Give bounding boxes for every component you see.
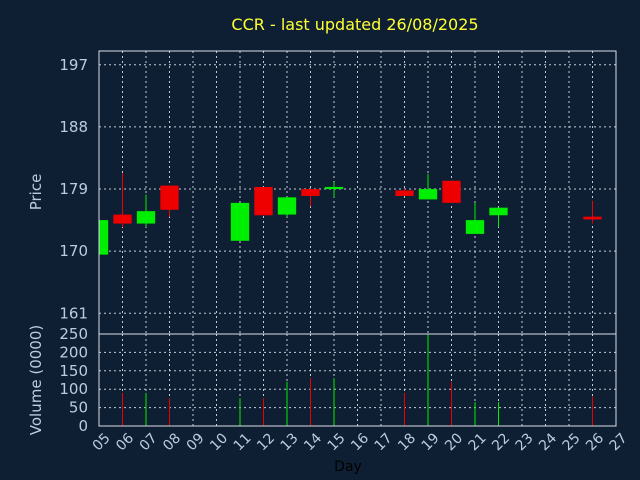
x-tick-label: 22 bbox=[489, 430, 513, 454]
price-axis-label: Price bbox=[27, 174, 45, 211]
chart-title: CCR - last updated 26/08/2025 bbox=[231, 15, 478, 34]
volume-tick-label: 150 bbox=[59, 362, 88, 380]
candle-body bbox=[489, 207, 508, 216]
candle-body bbox=[395, 190, 414, 196]
price-panel: 197 188 179 170 161 Price bbox=[27, 50, 617, 335]
candle-body bbox=[277, 197, 297, 215]
x-tick-label: 23 bbox=[513, 430, 537, 454]
volume-axis-label: Volume (0000) bbox=[27, 325, 45, 435]
candle-body bbox=[465, 220, 485, 234]
x-tick-label: 27 bbox=[607, 430, 631, 454]
volume-tick-label: 0 bbox=[78, 417, 88, 435]
candle-body bbox=[324, 186, 344, 190]
x-tick-label: 14 bbox=[301, 430, 325, 454]
candle-body bbox=[583, 216, 602, 220]
x-tick-label: 20 bbox=[442, 430, 466, 454]
price-tick-label: 197 bbox=[59, 56, 88, 74]
volume-tick-label: 250 bbox=[59, 325, 88, 343]
volume-tick-label: 200 bbox=[59, 343, 88, 361]
x-tick-label: 24 bbox=[536, 430, 560, 454]
volume-tick-label: 100 bbox=[59, 380, 88, 398]
x-tick-label: 13 bbox=[278, 430, 302, 454]
x-tick-label: 09 bbox=[184, 430, 208, 454]
volume-grid bbox=[99, 334, 616, 426]
price-tick-label: 179 bbox=[59, 180, 88, 198]
candle-body bbox=[254, 186, 273, 216]
x-tick-label: 21 bbox=[466, 430, 490, 454]
x-tick-label: 16 bbox=[348, 430, 372, 454]
candle-body bbox=[136, 211, 156, 224]
x-axis-ticks: 05 06 07 08 09 10 11 12 13 14 15 16 17 18 19 20 21 22 23 24… bbox=[90, 430, 631, 454]
candle-body bbox=[113, 214, 132, 224]
x-tick-label: 05 bbox=[90, 430, 114, 454]
price-ticks: 197 188 179 170 161 bbox=[59, 56, 88, 322]
candle-body bbox=[99, 220, 109, 255]
candle-body bbox=[160, 185, 179, 210]
x-axis-label: Day bbox=[334, 459, 362, 475]
price-tick-label: 161 bbox=[59, 304, 88, 322]
volume-frame bbox=[98, 333, 617, 427]
x-tick-label: 08 bbox=[160, 430, 184, 454]
candle-body bbox=[301, 189, 320, 196]
x-tick-label: 10 bbox=[207, 430, 231, 454]
volume-tick-label: 50 bbox=[69, 399, 88, 417]
price-tick-label: 170 bbox=[59, 242, 88, 260]
x-tick-label: 07 bbox=[137, 430, 161, 454]
x-tick-label: 26 bbox=[583, 430, 607, 454]
x-tick-label: 19 bbox=[419, 430, 443, 454]
candle-body bbox=[442, 180, 461, 203]
candle-body bbox=[230, 202, 250, 241]
volume-bars bbox=[122, 334, 593, 426]
x-tick-label: 12 bbox=[254, 430, 278, 454]
x-tick-label: 15 bbox=[325, 430, 349, 454]
price-tick-label: 188 bbox=[59, 118, 88, 136]
x-tick-label: 11 bbox=[231, 430, 255, 454]
x-tick-label: 17 bbox=[372, 430, 396, 454]
x-tick-label: 18 bbox=[395, 430, 419, 454]
x-tick-label: 25 bbox=[560, 430, 584, 454]
candle-body bbox=[418, 189, 438, 200]
x-tick-label: 06 bbox=[113, 430, 137, 454]
price-candles bbox=[98, 173, 602, 255]
